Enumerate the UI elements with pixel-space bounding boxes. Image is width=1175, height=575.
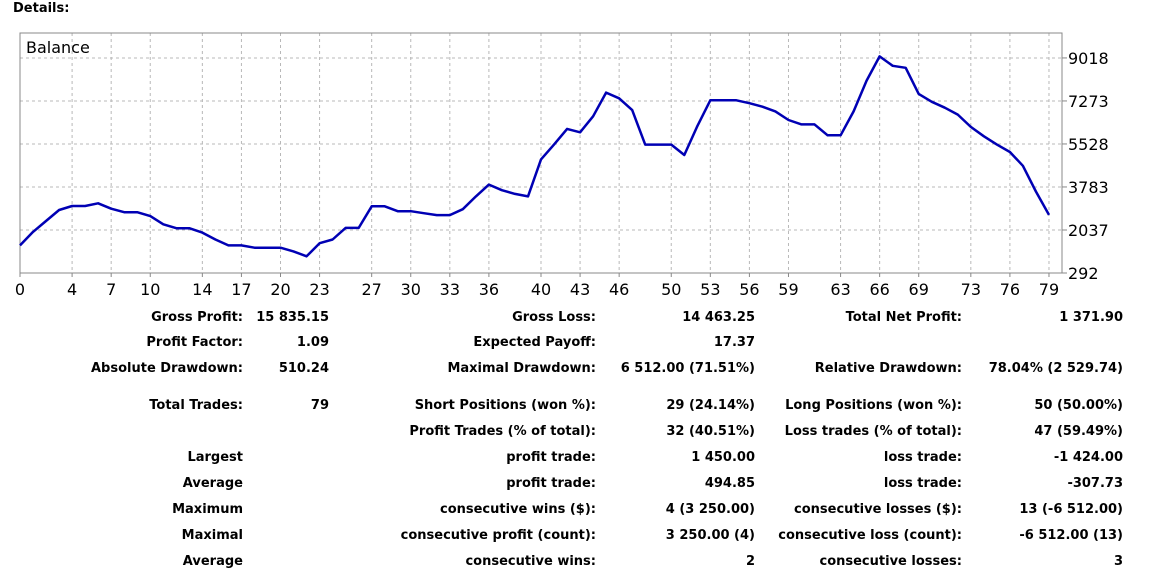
relative-drawdown-value: 78.04% (2 529.74) — [988, 361, 1123, 376]
x-tick-label: 66 — [869, 280, 889, 299]
x-tick-label: 4 — [67, 280, 77, 299]
x-tick-label: 20 — [270, 280, 290, 299]
largest-label: Largest — [187, 450, 243, 465]
chart-title: Balance — [26, 38, 90, 57]
y-tick-label: 2037 — [1068, 221, 1109, 240]
largest-loss-value: -1 424.00 — [1053, 450, 1123, 465]
x-tick-label: 0 — [15, 280, 25, 299]
maximal-consecutive-profit-value: 3 250.00 (4) — [665, 528, 755, 543]
gross-loss-label: Gross Loss: — [512, 310, 596, 325]
x-tick-label: 73 — [961, 280, 981, 299]
max-consecutive-losses-label: consecutive losses ($): — [794, 502, 962, 517]
short-positions-value: 29 (24.14%) — [666, 398, 755, 413]
x-tick-label: 10 — [140, 280, 160, 299]
profit-trades-label: Profit Trades (% of total): — [409, 424, 596, 439]
x-axis: 0 4 7 10 14 17 20 23 27 30 33 36 40 43 46 50 53 56 59 63 66 6… — [15, 273, 1059, 299]
maximal-consecutive-loss-label: consecutive loss (count): — [778, 528, 962, 543]
maximal-drawdown-label: Maximal Drawdown: — [447, 361, 596, 376]
average-label: Average — [182, 476, 243, 491]
expected-payoff-label: Expected Payoff: — [473, 335, 596, 350]
y-tick-label: 9018 — [1068, 49, 1109, 68]
balance-series-line — [19, 55, 1051, 258]
average-consecutive-label: Average — [182, 554, 243, 569]
x-tick-label: 50 — [661, 280, 681, 299]
largest-profit-label: profit trade: — [506, 450, 596, 465]
profit-trades-value: 32 (40.51%) — [666, 424, 755, 439]
x-tick-label: 53 — [700, 280, 720, 299]
loss-trades-label: Loss trades (% of total): — [784, 424, 962, 439]
x-tick-label: 56 — [739, 280, 759, 299]
x-tick-label: 14 — [192, 280, 212, 299]
total-net-profit-value: 1 371.90 — [1059, 310, 1123, 325]
loss-trades-value: 47 (59.49%) — [1034, 424, 1123, 439]
maximal-drawdown-value: 6 512.00 (71.51%) — [620, 361, 755, 376]
average-profit-value: 494.85 — [704, 476, 755, 491]
maximum-label: Maximum — [172, 502, 243, 517]
average-consecutive-wins-label: consecutive wins: — [465, 554, 596, 569]
gross-profit-label: Gross Profit: — [151, 310, 243, 325]
average-loss-label: loss trade: — [883, 476, 962, 491]
x-tick-label: 33 — [440, 280, 460, 299]
max-consecutive-losses-value: 13 (-6 512.00) — [1019, 502, 1123, 517]
x-tick-label: 59 — [778, 280, 798, 299]
details-header: Details: — [13, 1, 70, 16]
balance-chart: Balance 292 2037 3783 5528 7273 9018 0 4 7 10 14 1… — [15, 32, 1109, 299]
x-tick-label: 40 — [531, 280, 551, 299]
x-tick-label: 17 — [231, 280, 251, 299]
y-tick-label: 292 — [1068, 264, 1099, 283]
x-tick-label: 63 — [830, 280, 850, 299]
gross-profit-value: 15 835.15 — [256, 310, 329, 325]
x-tick-label: 79 — [1039, 280, 1059, 299]
long-positions-label: Long Positions (won %): — [785, 398, 962, 413]
x-tick-label: 46 — [609, 280, 629, 299]
profit-factor-value: 1.09 — [296, 335, 329, 350]
max-consecutive-wins-label: consecutive wins ($): — [439, 502, 596, 517]
maximal-consecutive-loss-value: -6 512.00 (13) — [1019, 528, 1123, 543]
x-tick-label: 27 — [361, 280, 381, 299]
y-tick-label: 3783 — [1068, 178, 1109, 197]
long-positions-value: 50 (50.00%) — [1034, 398, 1123, 413]
x-tick-label: 69 — [909, 280, 929, 299]
average-consecutive-wins-value: 2 — [745, 554, 755, 569]
y-axis: 292 2037 3783 5528 7273 9018 — [1062, 49, 1109, 283]
x-tick-label: 23 — [309, 280, 329, 299]
x-tick-label: 36 — [479, 280, 499, 299]
average-consecutive-losses-label: consecutive losses: — [819, 554, 962, 569]
average-profit-label: profit trade: — [506, 476, 596, 491]
y-tick-label: 5528 — [1068, 135, 1109, 154]
total-net-profit-label: Total Net Profit: — [845, 310, 962, 325]
expected-payoff-value: 17.37 — [713, 335, 755, 350]
maximal-consecutive-profit-label: consecutive profit (count): — [400, 528, 596, 543]
x-tick-label: 30 — [401, 280, 421, 299]
short-positions-label: Short Positions (won %): — [414, 398, 596, 413]
maximal-label: Maximal — [181, 528, 243, 543]
relative-drawdown-label: Relative Drawdown: — [814, 361, 962, 376]
x-tick-label: 76 — [1000, 280, 1020, 299]
max-consecutive-wins-value: 4 (3 250.00) — [665, 502, 755, 517]
largest-loss-label: loss trade: — [883, 450, 962, 465]
gross-loss-value: 14 463.25 — [682, 310, 755, 325]
absolute-drawdown-label: Absolute Drawdown: — [91, 361, 243, 376]
average-loss-value: -307.73 — [1067, 476, 1123, 491]
x-tick-label: 7 — [106, 280, 116, 299]
y-tick-label: 7273 — [1068, 92, 1109, 111]
largest-profit-value: 1 450.00 — [691, 450, 755, 465]
total-trades-label: Total Trades: — [149, 398, 243, 413]
average-consecutive-losses-value: 3 — [1113, 554, 1123, 569]
absolute-drawdown-value: 510.24 — [278, 361, 329, 376]
x-tick-label: 43 — [570, 280, 590, 299]
profit-factor-label: Profit Factor: — [146, 335, 243, 350]
total-trades-value: 79 — [310, 398, 329, 413]
